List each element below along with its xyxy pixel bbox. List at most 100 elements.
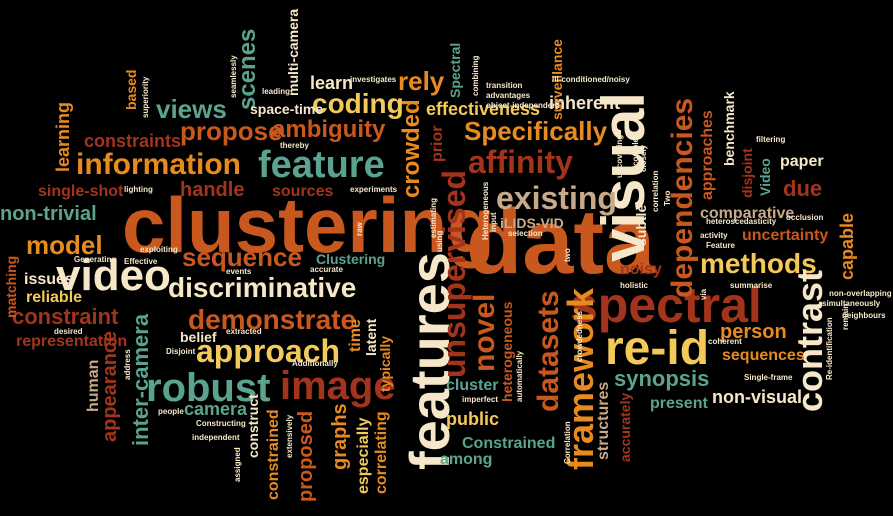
word-exploiting: exploiting [140,245,178,254]
word-time: time [347,319,364,352]
word-single-shot: single-shot [38,183,124,200]
word-correlation: correlation [651,170,660,212]
word-automatically: automatically [515,350,524,402]
word-video: video [56,251,171,300]
word-leading: leading [262,87,291,96]
word-Clustering: Clustering [316,251,386,267]
word-public: public [446,409,499,429]
word-data: data [466,191,656,293]
word-space-time: space-time [250,101,324,117]
word-discriminative: discriminative [168,272,357,303]
word-multi-camera: multi-camera [285,8,301,96]
word-inherent: inherent [549,93,621,113]
word-complex: complex [631,133,640,166]
word-feature: feature [258,144,385,186]
word-sources: sources [272,183,334,200]
word-prior: prior [429,125,446,162]
word-graphs: graphs [329,403,351,470]
word-matching: matching [3,255,19,318]
word-approaches: approaches [699,110,716,200]
word-information: information [76,148,241,181]
word-combining: combining [471,55,480,96]
word-comparative: comparative [700,205,795,222]
word-views: views [156,94,227,124]
word-benchmark: benchmark [721,91,737,166]
word-affinity: affinity [468,144,573,180]
word-closely: closely [639,144,648,172]
word-activity: activity [700,231,728,240]
word-superiority: superiority [141,76,150,118]
word-Spectral: Spectral [447,42,463,98]
word-people: people [158,407,184,416]
word-iLIDS-VID: iLIDS-VID [500,215,564,231]
word-due: due [783,176,823,201]
word-accurate: accurate [310,265,343,274]
word-appearance: appearance [99,330,121,442]
word-Effective: Effective [124,257,158,266]
word-crowdedness: crowdedness [575,310,584,362]
word-handle: handle [180,179,245,201]
word-re-id: re-id [605,322,710,375]
word-belief: belief [180,329,217,345]
word-lighting: lighting [124,185,153,194]
word-selection: selection [508,229,543,238]
word-among: among [440,451,493,468]
word-effectiveness: effectiveness [426,99,541,119]
word-image: image [280,364,396,408]
word-object-independent: object-independent [486,101,560,110]
word-learning: learning [53,101,73,172]
word-cluster: cluster [446,377,499,394]
word-desired: desired [54,327,83,336]
word-input: input [489,212,498,232]
word-non-overlapping: non-overlapping [829,289,892,298]
word-dependencies: dependencies [666,97,699,298]
word-Video: Video [757,158,773,196]
word-Constrained: Constrained [462,435,556,452]
word-capable: capable [837,212,857,280]
word-accurately: accurately [617,392,633,462]
word-structures: structures [595,381,612,460]
word-constraints: constraints [84,131,182,151]
word-Disjoint: Disjoint [166,347,196,356]
word-clustering: clustering [122,181,495,269]
word-approach: approach [196,333,341,369]
word-heteroscedasticity: heteroscedasticity [706,217,777,226]
word-Correlation: Correlation [563,421,572,464]
word-events: events [226,267,252,276]
word-filtering: filtering [756,135,786,144]
word-sequences: sequences [722,347,805,364]
word-novel: novel [468,293,501,372]
word-coding: coding [312,88,404,119]
word-learn: learn [310,73,354,93]
word-address: address [123,349,132,380]
word-disjoint: disjoint [739,148,755,198]
word-constraint: constraint [12,304,119,329]
word-model: model [26,230,103,260]
word-simultaneously: simultaneously [822,299,881,308]
word-extracted: extracted [226,327,262,336]
word-uncertainty: uncertainty [742,227,829,244]
word-proposed: proposed [295,410,317,502]
word-coherent: coherent [708,337,742,346]
word-experiments: experiments [350,185,398,194]
word-transition: transition [486,81,523,90]
word-inter-camera: inter-camera [128,313,153,446]
word-advantages: advantages [486,91,531,100]
word-unsupervised: unsupervised [436,169,472,378]
word-latent: latent [363,318,379,356]
word-person: person [720,321,787,343]
word-ambiguity: ambiguity [272,116,386,143]
word-camera: camera [184,399,248,419]
word-existing: existing [496,180,617,216]
word-ill-conditioned/noisy: ill-conditioned/noisy [552,75,630,84]
word-occlusion: occlusion [786,213,824,222]
word-subtle: subtle [633,204,649,246]
word-issues: issues [24,271,74,288]
word-methods: methods [700,248,817,279]
word-Additionally: Additionally [292,359,338,368]
word-investigates: investigates [350,75,397,84]
word-Re-identification: Re-identification [825,317,834,380]
word-raw: raw [355,222,364,236]
word-scenes: scenes [234,28,261,110]
word-Constructing: Constructing [196,419,246,428]
